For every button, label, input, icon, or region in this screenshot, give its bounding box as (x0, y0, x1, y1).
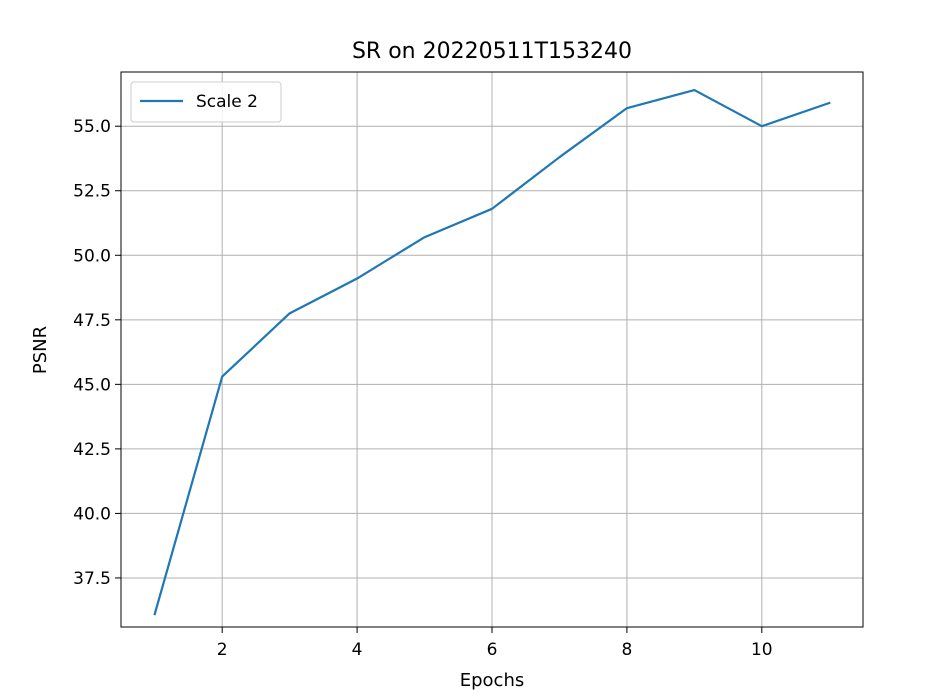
y-tick-label: 47.5 (73, 311, 111, 331)
series-lines (153, 88, 831, 616)
x-tick-label: 4 (352, 640, 363, 660)
chart-title: SR on 20220511T153240 (352, 39, 632, 64)
y-tick-label: 42.5 (73, 440, 111, 460)
y-tick-label: 37.5 (73, 569, 111, 589)
plot-frame (120, 71, 864, 628)
legend-label: Scale 2 (196, 92, 258, 112)
x-tick-label: 8 (621, 640, 632, 660)
y-tick-label: 52.5 (73, 182, 111, 202)
x-tick-label: 2 (217, 640, 228, 660)
y-tick-label: 55.0 (73, 117, 111, 137)
axis-ticks: 2 4 6 8 10 37.5 40.0 42.5 45.0 47.5 50.0 52.5 55.0 (73, 117, 772, 660)
legend: Scale 2 (130, 81, 282, 123)
y-tick-label: 45.0 (73, 375, 111, 395)
y-tick-label: 50.0 (73, 246, 111, 266)
legend-box (130, 81, 282, 123)
y-axis-label: PSNR (30, 326, 51, 374)
y-tick-label: 40.0 (73, 504, 111, 524)
x-axis-label: Epochs (460, 670, 525, 691)
x-tick-label: 6 (487, 640, 498, 660)
x-tick-label: 10 (751, 640, 773, 660)
grid-lines (121, 72, 863, 627)
